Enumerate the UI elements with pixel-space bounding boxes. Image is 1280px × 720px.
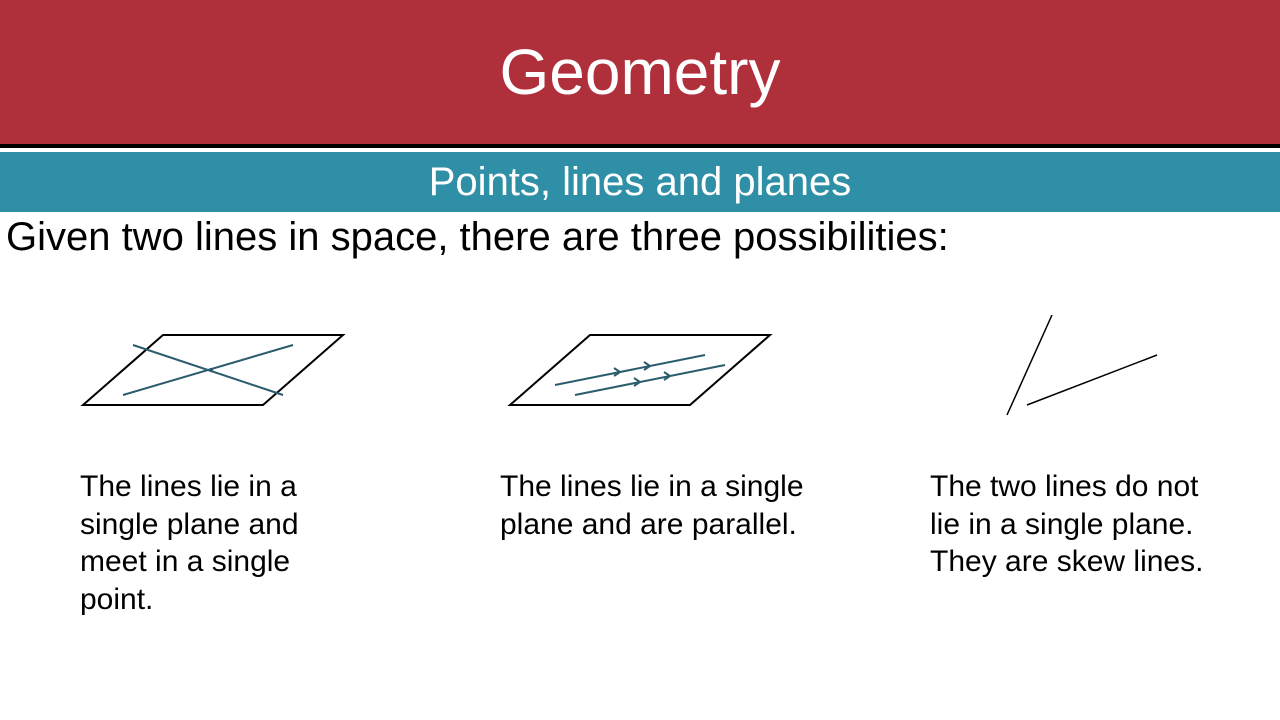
caption-parallel: The lines lie in a single plane and are … [420, 468, 870, 618]
page-title: Geometry [500, 35, 781, 109]
title-bar: Geometry [0, 0, 1280, 148]
intro-text: Given two lines in space, there are thre… [0, 215, 1280, 260]
diagram-intersecting [0, 280, 427, 460]
skew-lines-icon [937, 315, 1197, 425]
page-subtitle: Points, lines and planes [429, 160, 852, 205]
parallel-lines-icon [480, 315, 800, 425]
caption-skew: The two lines do not lie in a single pla… [870, 468, 1280, 618]
caption-row: The lines lie in a single plane and meet… [0, 468, 1280, 618]
diagram-skew [853, 280, 1280, 460]
caption-intersecting: The lines lie in a single plane and meet… [0, 468, 420, 618]
subtitle-bar: Points, lines and planes [0, 152, 1280, 212]
slide: Geometry Points, lines and planes Given … [0, 0, 1280, 720]
diagram-row [0, 280, 1280, 460]
intersecting-lines-icon [53, 315, 373, 425]
diagram-parallel [427, 280, 854, 460]
